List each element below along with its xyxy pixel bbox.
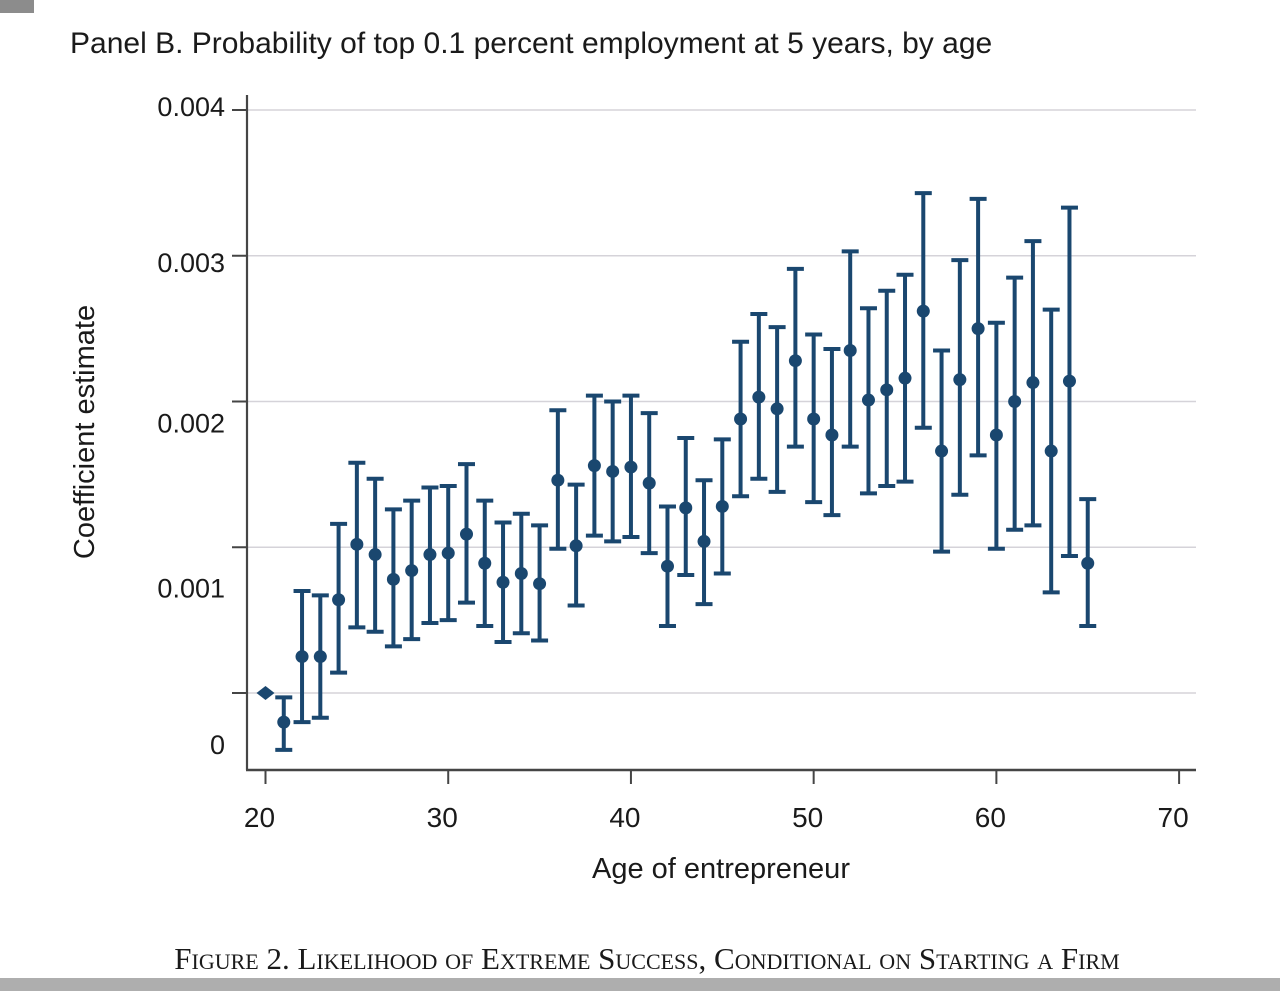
data-point-age-62 — [1026, 376, 1040, 390]
data-point-age-63 — [1044, 444, 1058, 458]
data-point-age-61 — [1008, 395, 1022, 408]
data-point-age-50 — [807, 412, 821, 426]
data-point-age-37 — [569, 539, 583, 553]
data-point-age-21 — [277, 715, 291, 729]
panel-title: Panel B. Probability of top 0.1 percent … — [70, 27, 992, 60]
tick-layer — [232, 109, 1181, 784]
data-point-age-52 — [843, 343, 857, 357]
data-point-age-31 — [459, 527, 473, 541]
x-tick-label-50: 50 — [792, 802, 823, 833]
data-point-age-28 — [405, 564, 419, 578]
data-point-age-46 — [734, 412, 748, 426]
x-tick-label-40: 40 — [609, 802, 640, 833]
x-tick-label-20: 20 — [244, 802, 275, 833]
data-mark-layer — [256, 191, 1097, 752]
data-point-age-29 — [423, 548, 437, 562]
data-point-age-24 — [332, 593, 346, 607]
figure-caption: Figure 2. Likelihood of Extreme Success,… — [174, 941, 1119, 976]
y-axis-title: Coefficient estimate — [69, 305, 101, 559]
data-point-age-49 — [788, 354, 802, 368]
data-point-age-60 — [989, 428, 1003, 442]
data-point-age-53 — [861, 393, 875, 407]
data-point-age-51 — [825, 428, 839, 442]
y-tick-label-0.003: 0.003 — [157, 248, 225, 278]
data-point-age-65 — [1081, 556, 1095, 570]
video-artifact-bottom-band — [0, 978, 1280, 991]
x-tick-label-70: 70 — [1158, 802, 1189, 833]
data-point-age-57 — [935, 444, 949, 458]
data-point-age-47 — [752, 390, 766, 404]
data-point-age-48 — [770, 402, 784, 416]
tick-label-layer: 0 0.001 0.002 0.003 0.004 20 30 40 50 60 70 — [157, 92, 1188, 833]
data-point-age-42 — [660, 559, 674, 573]
data-point-age-32 — [478, 556, 492, 570]
data-point-age-58 — [953, 373, 967, 387]
data-point-age-38 — [587, 459, 601, 473]
data-point-age-33 — [496, 575, 510, 589]
data-point-age-40 — [624, 460, 638, 474]
y-tick-label-0.004: 0.004 — [157, 92, 225, 122]
data-point-age-45 — [715, 499, 729, 513]
data-point-age-41 — [642, 476, 656, 490]
y-tick-label-0: 0 — [210, 730, 225, 760]
data-point-age-22 — [295, 650, 309, 664]
data-point-age-56 — [916, 304, 930, 318]
data-point-age-64 — [1062, 374, 1076, 388]
x-tick-label-30: 30 — [427, 802, 458, 833]
data-point-age-27 — [386, 572, 400, 586]
gridline-layer — [246, 109, 1196, 694]
data-point-age-35 — [533, 577, 547, 591]
data-point-age-36 — [551, 473, 565, 487]
data-point-age-23 — [313, 650, 327, 664]
data-point-age-26 — [368, 548, 382, 562]
data-point-age-20 — [256, 686, 275, 700]
data-point-age-43 — [679, 501, 693, 515]
data-point-age-44 — [697, 534, 711, 548]
data-point-age-54 — [880, 383, 894, 397]
y-tick-label-0.002: 0.002 — [157, 409, 225, 439]
data-point-age-34 — [514, 566, 528, 580]
data-point-age-55 — [898, 371, 912, 385]
data-point-age-30 — [441, 546, 455, 560]
x-axis-title: Age of entrepreneur — [592, 853, 850, 885]
axis-layer — [245, 95, 1196, 772]
data-point-age-59 — [971, 322, 985, 336]
y-tick-label-0.001: 0.001 — [157, 573, 225, 603]
x-tick-label-60: 60 — [975, 802, 1006, 833]
video-artifact-top-left-bar — [0, 0, 34, 13]
data-point-age-25 — [350, 537, 364, 551]
data-point-age-39 — [606, 464, 620, 478]
